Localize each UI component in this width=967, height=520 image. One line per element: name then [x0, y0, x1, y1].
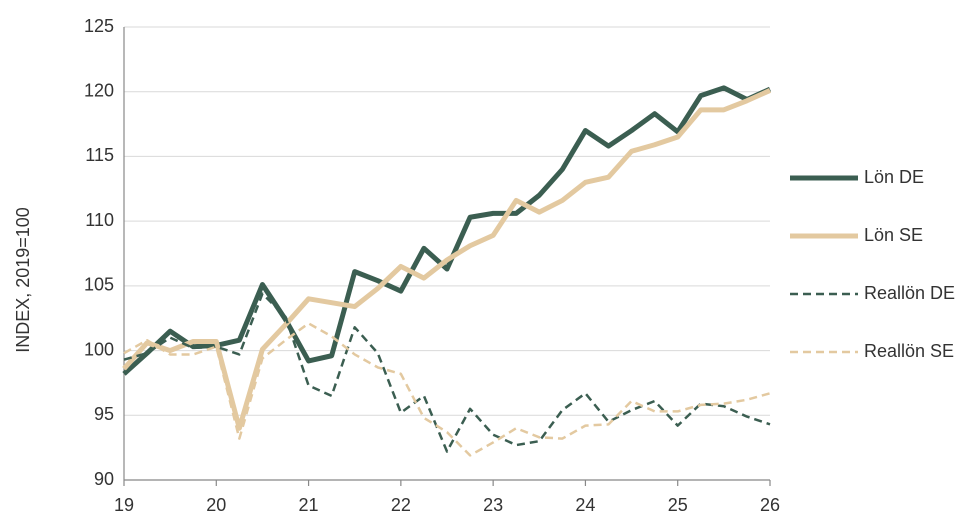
y-tick-label: 100: [84, 339, 114, 359]
y-tick-label: 120: [84, 80, 114, 100]
x-tick-label: 20: [206, 495, 226, 515]
y-axis-label: INDEX, 2019=100: [13, 207, 33, 353]
y-tick-label: 90: [94, 469, 114, 489]
legend-label: Lön SE: [864, 225, 923, 245]
series-line: [123, 292, 771, 453]
series-line: [123, 322, 771, 457]
y-tick-label: 115: [85, 145, 114, 165]
x-tick-label: 23: [483, 495, 503, 515]
y-tick-label: 125: [84, 16, 114, 36]
x-tick-label: 26: [760, 495, 780, 515]
series-line: [122, 88, 772, 431]
x-tick-label: 24: [575, 495, 595, 515]
y-tick-label: 110: [85, 210, 114, 230]
series-line: [122, 85, 772, 376]
x-tick-label: 19: [114, 495, 134, 515]
y-tick-label: 95: [94, 404, 114, 424]
legend-label: Lön DE: [864, 167, 924, 187]
x-tick-label: 21: [299, 495, 319, 515]
legend-label: Reallön DE: [864, 283, 955, 303]
x-tick-label: 25: [668, 495, 688, 515]
x-tick-label: 22: [391, 495, 411, 515]
y-tick-label: 105: [84, 275, 114, 295]
legend-label: Reallön SE: [864, 341, 954, 361]
